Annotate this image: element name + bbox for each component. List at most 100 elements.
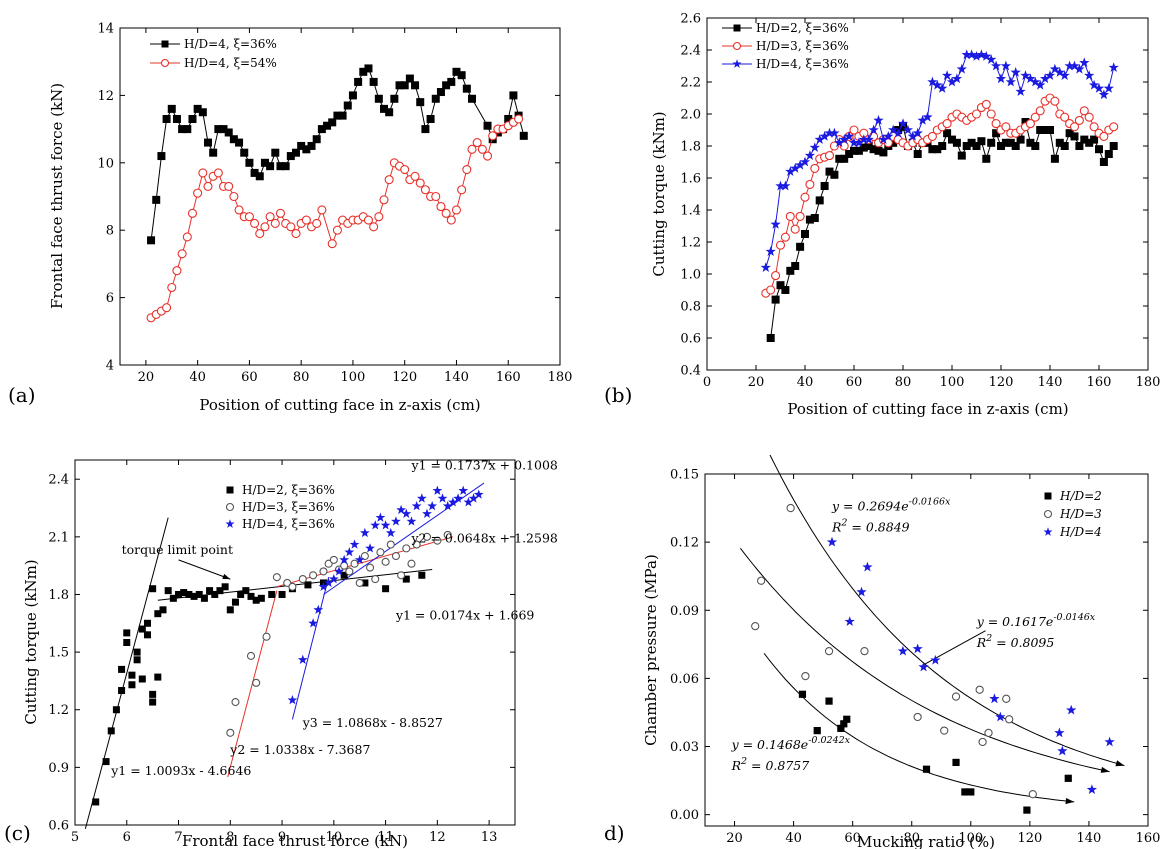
data-point bbox=[329, 555, 338, 564]
data-point bbox=[878, 134, 889, 144]
curve-arrow-head bbox=[1065, 797, 1075, 805]
x-tick-label: 100 bbox=[341, 370, 366, 385]
data-point bbox=[175, 590, 183, 598]
data-point bbox=[420, 185, 430, 195]
data-point bbox=[432, 485, 443, 495]
legend-label: H/D=2 bbox=[1059, 489, 1102, 503]
data-point bbox=[1015, 86, 1026, 96]
data-point bbox=[302, 145, 311, 154]
data-point bbox=[418, 571, 426, 579]
data-point bbox=[1093, 83, 1105, 93]
x-tick-label: 160 bbox=[496, 370, 521, 385]
data-point bbox=[164, 587, 172, 595]
data-point bbox=[1084, 70, 1095, 80]
x-tick-label: 0 bbox=[703, 375, 711, 390]
data-point bbox=[809, 142, 820, 152]
data-point bbox=[452, 67, 461, 76]
data-point bbox=[411, 81, 420, 90]
data-point bbox=[382, 585, 390, 593]
data-point bbox=[776, 281, 785, 290]
data-point bbox=[824, 127, 835, 138]
data-point bbox=[829, 127, 840, 138]
x-tick-label: 6 bbox=[123, 830, 131, 845]
data-point bbox=[819, 131, 830, 141]
data-point bbox=[771, 295, 780, 304]
r-squared: R2 = 0.8849 bbox=[831, 517, 910, 534]
data-point bbox=[400, 81, 409, 90]
data-point bbox=[514, 114, 524, 124]
data-point bbox=[1074, 63, 1085, 74]
data-point bbox=[436, 202, 446, 212]
data-point bbox=[775, 180, 786, 191]
data-point bbox=[1030, 76, 1041, 87]
plot-frame bbox=[704, 473, 1149, 827]
data-point bbox=[1001, 122, 1011, 132]
legend-entry: H/D=4, ξ=36% bbox=[722, 57, 849, 71]
data-point bbox=[431, 94, 440, 103]
data-point bbox=[943, 129, 952, 138]
y-tick-label: 0.6 bbox=[680, 332, 701, 347]
series-3 bbox=[760, 49, 1119, 272]
series-1 bbox=[766, 118, 1118, 342]
data-point bbox=[805, 215, 814, 224]
data-point bbox=[1104, 150, 1113, 158]
data-point bbox=[229, 135, 238, 144]
series-3 bbox=[287, 485, 484, 705]
data-point bbox=[1095, 145, 1103, 154]
x-tick-label: 120 bbox=[1017, 831, 1042, 846]
data-point bbox=[840, 154, 849, 163]
data-point bbox=[226, 606, 234, 614]
data-point bbox=[374, 94, 383, 103]
data-point bbox=[172, 114, 181, 123]
data-point bbox=[380, 104, 388, 113]
data-point bbox=[180, 589, 188, 597]
data-point bbox=[786, 266, 795, 275]
data-point bbox=[912, 643, 923, 654]
data-point bbox=[927, 131, 937, 141]
data-point bbox=[344, 547, 355, 557]
data-point bbox=[849, 125, 859, 135]
legend-label: H/D=4, ξ=54% bbox=[184, 56, 277, 70]
data-point bbox=[986, 54, 997, 64]
data-point bbox=[961, 49, 972, 60]
x-tick-label: 80 bbox=[293, 370, 310, 385]
data-point bbox=[801, 671, 810, 681]
fit-equation: y1 = 0.1737x + 0.1008 bbox=[410, 458, 557, 473]
data-point bbox=[386, 540, 395, 549]
data-point bbox=[1084, 112, 1094, 122]
data-point bbox=[359, 67, 368, 76]
y-tick-label: 6 bbox=[106, 291, 114, 306]
data-point bbox=[1054, 727, 1065, 738]
data-point bbox=[183, 125, 192, 134]
data-point bbox=[250, 168, 259, 177]
data-point bbox=[824, 151, 835, 161]
data-point bbox=[839, 141, 849, 151]
y-tick-label: 2.1 bbox=[48, 530, 69, 545]
data-point bbox=[1098, 89, 1110, 100]
data-point bbox=[1023, 806, 1031, 814]
legend-entry: H/D=2, ξ=36% bbox=[226, 483, 335, 497]
y-tick-label: 8 bbox=[106, 224, 114, 239]
data-point bbox=[462, 84, 471, 93]
legend-label: H/D=3 bbox=[1059, 507, 1102, 521]
data-point bbox=[826, 536, 838, 547]
data-point bbox=[381, 557, 390, 566]
data-point bbox=[976, 49, 987, 60]
series-line bbox=[150, 118, 519, 319]
data-point bbox=[391, 552, 400, 561]
equation-exponent: -0.0242x bbox=[808, 735, 850, 746]
data-point bbox=[1086, 784, 1098, 795]
data-point bbox=[433, 536, 442, 545]
data-point bbox=[765, 246, 776, 256]
data-point bbox=[365, 543, 375, 553]
data-point bbox=[992, 129, 1001, 138]
data-point bbox=[396, 504, 406, 515]
data-point bbox=[313, 604, 324, 614]
data-point bbox=[1055, 138, 1064, 147]
series-line bbox=[150, 67, 525, 241]
legend-entry: H/D=3, ξ=36% bbox=[722, 39, 849, 53]
y-axis-label: Cutting torque (kNm) bbox=[22, 559, 40, 724]
data-point bbox=[231, 698, 240, 707]
x-tick-label: 13 bbox=[481, 830, 498, 845]
data-point bbox=[1069, 60, 1080, 71]
